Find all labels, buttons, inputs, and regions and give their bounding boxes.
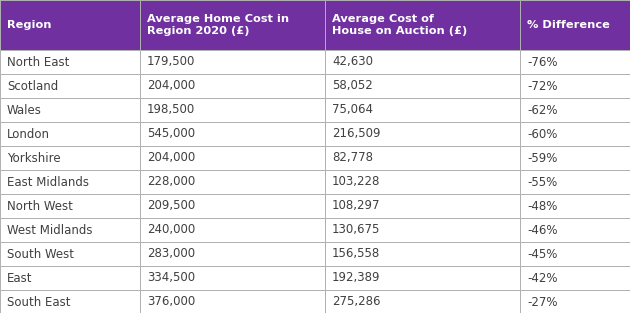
Text: -62%: -62% <box>527 104 558 116</box>
Bar <box>520 146 630 170</box>
Text: 334,500: 334,500 <box>147 271 195 285</box>
Text: -72%: -72% <box>527 80 558 93</box>
Text: 179,500: 179,500 <box>147 55 195 69</box>
Text: 156,558: 156,558 <box>332 248 381 260</box>
Bar <box>140 146 325 170</box>
Text: 216,509: 216,509 <box>332 127 381 141</box>
Bar <box>0 122 140 146</box>
Text: East: East <box>7 271 33 285</box>
Bar <box>0 50 140 74</box>
Bar <box>0 74 140 98</box>
Text: 204,000: 204,000 <box>147 151 195 165</box>
Text: -46%: -46% <box>527 223 558 237</box>
Bar <box>520 98 630 122</box>
Text: 283,000: 283,000 <box>147 248 195 260</box>
Bar <box>520 0 630 50</box>
Text: 103,228: 103,228 <box>332 176 381 188</box>
Text: -42%: -42% <box>527 271 558 285</box>
Text: 192,389: 192,389 <box>332 271 381 285</box>
Text: West Midlands: West Midlands <box>7 223 93 237</box>
Bar <box>140 290 325 313</box>
Text: 75,064: 75,064 <box>332 104 373 116</box>
Text: 82,778: 82,778 <box>332 151 373 165</box>
Bar <box>520 242 630 266</box>
Bar <box>0 218 140 242</box>
Bar <box>140 170 325 194</box>
Text: South West: South West <box>7 248 74 260</box>
Text: 376,000: 376,000 <box>147 295 195 309</box>
Text: Average Cost of
House on Auction (£): Average Cost of House on Auction (£) <box>332 14 467 36</box>
Bar <box>140 74 325 98</box>
Bar <box>140 122 325 146</box>
Bar <box>520 218 630 242</box>
Bar <box>140 0 325 50</box>
Bar <box>520 122 630 146</box>
Text: Wales: Wales <box>7 104 42 116</box>
Bar <box>325 170 520 194</box>
Text: 108,297: 108,297 <box>332 199 381 213</box>
Bar <box>325 122 520 146</box>
Text: 275,286: 275,286 <box>332 295 381 309</box>
Text: 209,500: 209,500 <box>147 199 195 213</box>
Text: North West: North West <box>7 199 73 213</box>
Bar <box>0 194 140 218</box>
Bar <box>140 242 325 266</box>
Text: North East: North East <box>7 55 69 69</box>
Text: 204,000: 204,000 <box>147 80 195 93</box>
Bar <box>0 266 140 290</box>
Text: 42,630: 42,630 <box>332 55 373 69</box>
Bar <box>140 50 325 74</box>
Bar <box>325 50 520 74</box>
Text: -48%: -48% <box>527 199 558 213</box>
Text: % Difference: % Difference <box>527 20 610 30</box>
Bar <box>520 50 630 74</box>
Text: 545,000: 545,000 <box>147 127 195 141</box>
Text: Scotland: Scotland <box>7 80 58 93</box>
Text: 228,000: 228,000 <box>147 176 195 188</box>
Bar <box>0 98 140 122</box>
Bar <box>520 290 630 313</box>
Text: -27%: -27% <box>527 295 558 309</box>
Bar <box>520 194 630 218</box>
Text: South East: South East <box>7 295 71 309</box>
Bar <box>140 266 325 290</box>
Bar <box>325 290 520 313</box>
Bar <box>325 242 520 266</box>
Text: 130,675: 130,675 <box>332 223 381 237</box>
Text: -59%: -59% <box>527 151 558 165</box>
Bar <box>325 146 520 170</box>
Bar <box>0 146 140 170</box>
Bar <box>520 74 630 98</box>
Text: 198,500: 198,500 <box>147 104 195 116</box>
Bar <box>0 170 140 194</box>
Text: London: London <box>7 127 50 141</box>
Bar <box>520 170 630 194</box>
Bar <box>520 266 630 290</box>
Bar <box>325 194 520 218</box>
Text: East Midlands: East Midlands <box>7 176 89 188</box>
Text: Yorkshire: Yorkshire <box>7 151 60 165</box>
Bar <box>325 0 520 50</box>
Bar <box>325 218 520 242</box>
Bar <box>0 0 140 50</box>
Bar <box>325 74 520 98</box>
Text: -45%: -45% <box>527 248 558 260</box>
Text: -60%: -60% <box>527 127 558 141</box>
Bar <box>140 98 325 122</box>
Text: 240,000: 240,000 <box>147 223 195 237</box>
Text: Average Home Cost in
Region 2020 (£): Average Home Cost in Region 2020 (£) <box>147 14 289 36</box>
Text: -76%: -76% <box>527 55 558 69</box>
Bar <box>325 266 520 290</box>
Bar <box>140 194 325 218</box>
Bar <box>0 290 140 313</box>
Text: -55%: -55% <box>527 176 558 188</box>
Bar <box>325 98 520 122</box>
Text: 58,052: 58,052 <box>332 80 373 93</box>
Bar <box>140 218 325 242</box>
Bar <box>0 242 140 266</box>
Text: Region: Region <box>7 20 52 30</box>
